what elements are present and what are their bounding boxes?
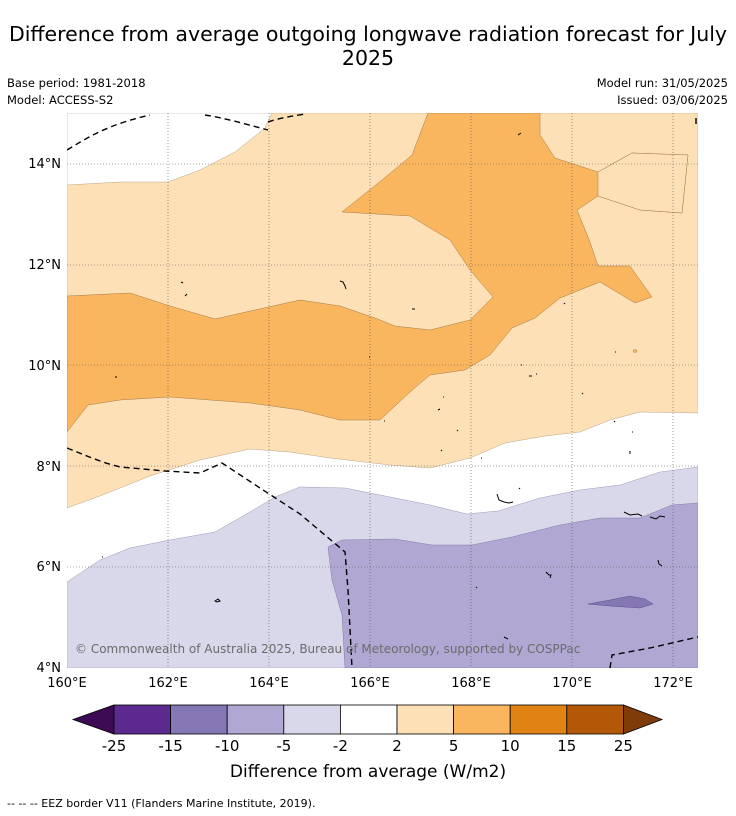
eez-footnote: -- -- -- EEZ border V11 (Flanders Marine… (7, 797, 316, 810)
lon-axis: 160°E 162°E 164°E 166°E 168°E 170°E 172°… (47, 676, 693, 691)
lon-tick-168e: 168°E (451, 676, 491, 691)
map-title: Difference from average outgoing longwav… (8, 22, 728, 70)
lat-tick-14n: 14°N (28, 157, 61, 172)
colorbar-tick-label: -25 (102, 737, 127, 755)
lat-tick-12n: 12°N (28, 258, 61, 273)
map-plot: © Commonwealth of Australia 2025, Bureau… (28, 113, 698, 755)
lon-tick-164e: 164°E (249, 676, 289, 691)
colorbar: -25 -15 -10 -5 -2 2 5 10 15 25 (71, 704, 664, 755)
base-period: Base period: 1981-2018 (7, 76, 146, 90)
lat-tick-6n: 6°N (37, 560, 62, 575)
colorbar-segment (453, 704, 511, 735)
colorbar-label: Difference from average (W/m2) (229, 762, 507, 782)
meta-right: Model run: 31/05/2025 Issued: 03/06/2025 (597, 75, 728, 109)
lat-tick-4n: 4°N (37, 661, 62, 676)
model-name: Model: ACCESS-S2 (7, 93, 114, 107)
colorbar-extend-low (71, 704, 115, 735)
islands (102, 132, 666, 640)
meta-left: Base period: 1981-2018 Model: ACCESS-S2 (7, 75, 146, 109)
eez-borders (67, 113, 698, 668)
colorbar-tick-label: 25 (614, 737, 633, 755)
colorbar-segment (566, 704, 624, 735)
colorbar-tick-label: -2 (333, 737, 348, 755)
colorbar-tick-label: 10 (501, 737, 520, 755)
colorbar-segment (226, 704, 285, 735)
colorbar-segment (283, 704, 341, 735)
colorbar-tick-label: -5 (276, 737, 291, 755)
lon-tick-172e: 172°E (653, 676, 693, 691)
colorbar-segment (113, 704, 171, 735)
field-2-5-patch (597, 152, 689, 214)
issued-date: Issued: 03/06/2025 (617, 93, 728, 107)
field-neutral-top (67, 113, 273, 186)
colorbar-tick-label: 15 (557, 737, 576, 755)
lat-tick-8n: 8°N (37, 460, 62, 475)
colorbar-segment (396, 704, 454, 735)
map-area (67, 113, 698, 668)
gridlines (67, 113, 698, 668)
lat-tick-10n: 10°N (28, 359, 61, 374)
colorbar-segment (170, 704, 228, 735)
colorbar-tick-label: 5 (449, 737, 459, 755)
field-neg5-neg10 (327, 502, 698, 668)
lon-tick-162e: 162°E (148, 676, 188, 691)
colorbar-tick-label: 2 (392, 737, 402, 755)
colorbar-extend-high (623, 704, 664, 735)
lon-tick-160e: 160°E (47, 676, 87, 691)
colorbar-segment (509, 704, 568, 735)
model-run: Model run: 31/05/2025 (596, 76, 728, 90)
colorbar-segment (339, 704, 398, 735)
field-neg10-neg15 (587, 595, 654, 609)
colorbar-tick-label: -15 (158, 737, 183, 755)
lat-axis: 14°N 12°N 10°N 8°N 6°N 4°N (28, 157, 61, 676)
lon-tick-166e: 166°E (350, 676, 390, 691)
field-small-dot (632, 349, 638, 353)
lon-tick-170e: 170°E (552, 676, 592, 691)
copyright-text: © Commonwealth of Australia 2025, Bureau… (75, 642, 580, 656)
colorbar-tick-label: -10 (215, 737, 240, 755)
